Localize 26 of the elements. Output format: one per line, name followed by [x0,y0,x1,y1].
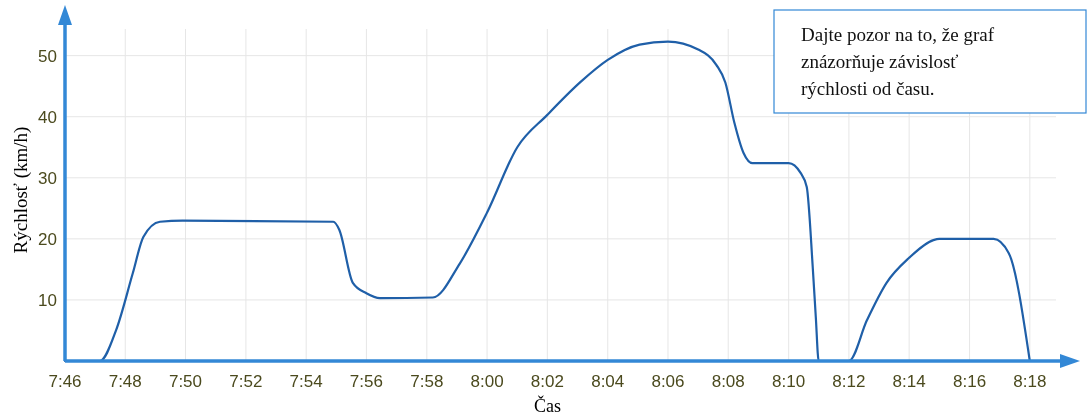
note-box: Dajte pozor na to, že graf znázorňuje závislosť rýchlosti od času. [773,9,1087,114]
x-tick-label: 7:48 [108,372,142,391]
y-tick-label: 40 [38,107,57,127]
x-tick-label: 8:02 [530,372,564,391]
annotation: Dajte pozor na to, že graf znázorňuje závislosť rýchlosti od času. [801,24,995,99]
x-tick-label: 7:46 [48,372,82,391]
y-tick-label: 30 [38,168,57,188]
y-tick-label: 20 [38,229,57,249]
x-tick-label: 7:56 [349,372,383,391]
x-tick-label: 7:52 [229,372,263,391]
x-axis-title: Čas [533,395,561,416]
x-tick-label: 8:10 [772,372,806,391]
x-tick-label: 8:14 [892,372,926,391]
x-tick-label: 8:00 [470,372,504,391]
x-tick-label: 7:54 [289,372,323,391]
x-tick-label: 7:58 [410,372,444,391]
x-tick-label: 8:04 [591,372,625,391]
y-tick-label: 50 [38,46,57,66]
x-tick-label: 8:12 [832,372,866,391]
y-tick-label: 10 [38,290,57,310]
x-tick-label: 8:08 [711,372,745,391]
x-tick-label: 8:16 [953,372,987,391]
y-axis-title: Rýchlosť (km/h) [10,126,32,254]
x-tick-label: 7:50 [168,372,203,391]
x-tick-label: 8:06 [651,372,685,391]
x-tick-label: 8:18 [1013,372,1047,391]
